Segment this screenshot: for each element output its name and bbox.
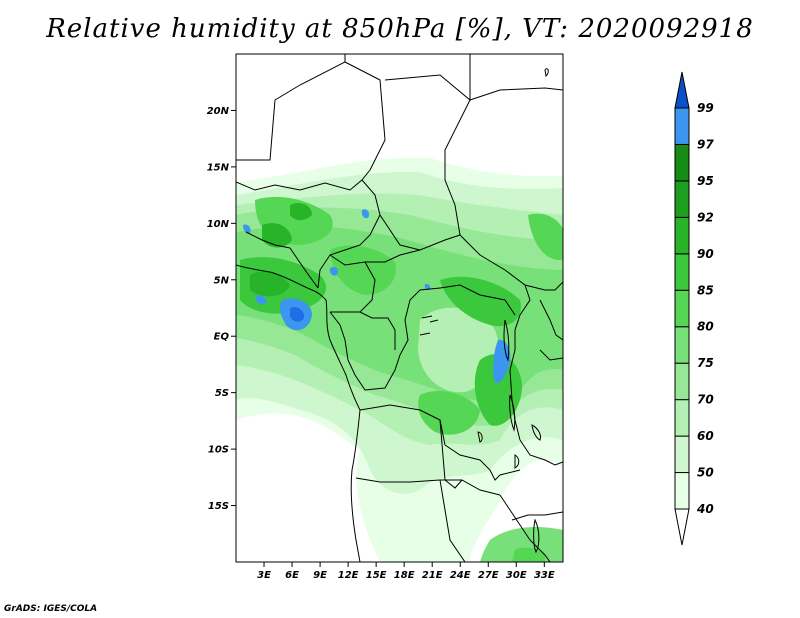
- lat-tick-label: 15N: [207, 162, 230, 173]
- lon-tick-label: 30E: [506, 570, 527, 581]
- lat-tick-label: 20N: [207, 106, 230, 117]
- colorbar-label: 75: [697, 356, 714, 370]
- colorbar-label: 99: [697, 101, 714, 115]
- colorbar-segment: [674, 180, 690, 218]
- colorbar-label: 97: [697, 137, 714, 151]
- colorbar-segment: [674, 326, 690, 364]
- colorbar-label: 40: [696, 502, 714, 516]
- lon-tick-label: 24E: [450, 570, 471, 581]
- lat-tick-label: 15S: [208, 501, 229, 512]
- colorbar-segment: [674, 289, 690, 328]
- colorbar: 40 50 60 70 75 80 85 90 92 95 97 99: [674, 71, 714, 546]
- lon-tick-label: 15E: [366, 570, 387, 581]
- lat-tick-label: 10S: [208, 445, 229, 456]
- colorbar-label: 85: [697, 283, 714, 297]
- map-title: Relative humidity at 850hPa [%], VT: 202…: [46, 14, 754, 44]
- lon-tick-label: 18E: [394, 570, 415, 581]
- colorbar-segment: [674, 435, 690, 474]
- colorbar-segment: [674, 107, 690, 145]
- lat-tick-label: 10N: [207, 219, 230, 230]
- lon-tick-label: 3E: [257, 570, 271, 581]
- colorbar-segment: [674, 472, 690, 510]
- colorbar-segment: [674, 253, 690, 291]
- lat-tick-label: EQ: [214, 332, 230, 343]
- colorbar-segment: [674, 143, 690, 182]
- colorbar-label: 70: [697, 393, 714, 407]
- lon-tick-label: 27E: [478, 570, 499, 581]
- lon-tick-label: 6E: [285, 570, 299, 581]
- colorbar-segment: [674, 216, 690, 255]
- lon-tick-label: 12E: [338, 570, 359, 581]
- colorbar-label: 92: [697, 210, 714, 224]
- humidity-field: [236, 157, 563, 562]
- colorbar-label: 50: [697, 466, 714, 480]
- lat-tick-label: 5N: [214, 275, 230, 286]
- colorbar-upper-arrow: [674, 71, 690, 109]
- colorbar-lower-arrow: [674, 508, 690, 546]
- latitude-axis: 20N 15N 10N 5N EQ 5S 10S 15S: [207, 106, 236, 512]
- boundaries: [236, 54, 563, 562]
- lon-tick-label: 21E: [422, 570, 443, 581]
- colorbar-label: 95: [697, 174, 714, 188]
- lon-tick-label: 9E: [313, 570, 327, 581]
- map-frame: [235, 53, 564, 563]
- grads-credit: GrADS: IGES/COLA: [4, 604, 98, 614]
- colorbar-segment: [674, 399, 690, 437]
- lon-tick-label: 33E: [534, 570, 555, 581]
- lat-tick-label: 5S: [215, 388, 229, 399]
- colorbar-label: 90: [697, 247, 714, 261]
- colorbar-label: 60: [697, 429, 714, 443]
- colorbar-segment: [674, 362, 690, 401]
- colorbar-label: 80: [697, 320, 714, 334]
- longitude-axis: 3E 6E 9E 12E 15E 18E 21E 24E 27E 30E 33E: [257, 562, 555, 581]
